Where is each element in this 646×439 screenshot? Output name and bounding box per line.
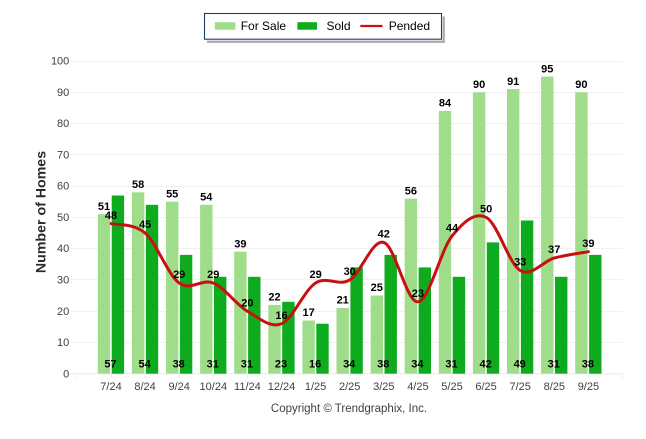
svg-text:6/25: 6/25 [475,381,496,393]
svg-text:7/24: 7/24 [100,381,121,393]
svg-text:Sold: Sold [327,19,351,33]
svg-text:90: 90 [473,79,485,91]
svg-text:4/25: 4/25 [407,381,428,393]
svg-text:29: 29 [173,269,185,281]
svg-text:30: 30 [57,275,69,287]
svg-text:0: 0 [63,368,69,380]
svg-text:38: 38 [377,359,389,371]
svg-text:55: 55 [166,188,178,200]
svg-text:49: 49 [514,359,526,371]
svg-text:Number of Homes: Number of Homes [34,151,50,273]
svg-text:90: 90 [57,87,69,99]
svg-text:2/25: 2/25 [339,381,360,393]
svg-text:34: 34 [343,359,356,371]
svg-text:12/24: 12/24 [268,381,296,393]
svg-text:20: 20 [57,306,69,318]
svg-text:38: 38 [173,359,185,371]
svg-text:40: 40 [57,243,69,255]
svg-text:16: 16 [275,310,287,322]
svg-text:39: 39 [582,238,594,250]
svg-text:20: 20 [241,297,253,309]
svg-text:23: 23 [275,359,287,371]
svg-text:54: 54 [138,359,151,371]
svg-text:31: 31 [548,359,560,371]
svg-text:58: 58 [132,179,144,191]
svg-text:50: 50 [57,212,69,224]
svg-text:23: 23 [412,288,424,300]
svg-text:42: 42 [479,359,491,371]
svg-text:22: 22 [268,292,280,304]
svg-text:37: 37 [548,244,560,256]
svg-text:31: 31 [445,359,457,371]
svg-text:8/25: 8/25 [544,381,565,393]
svg-text:60: 60 [57,181,69,193]
svg-text:39: 39 [234,238,246,250]
svg-text:9/24: 9/24 [168,381,189,393]
svg-text:38: 38 [582,359,594,371]
svg-text:3/25: 3/25 [373,381,394,393]
svg-text:For Sale: For Sale [241,19,287,33]
svg-text:16: 16 [309,359,321,371]
svg-text:30: 30 [344,266,356,278]
svg-text:1/25: 1/25 [305,381,326,393]
svg-text:100: 100 [51,56,69,68]
svg-text:Pended: Pended [389,19,430,33]
svg-text:10/24: 10/24 [200,381,228,393]
svg-text:84: 84 [439,98,452,110]
svg-text:29: 29 [207,269,219,281]
svg-text:70: 70 [57,149,69,161]
svg-text:48: 48 [105,210,117,222]
svg-text:5/25: 5/25 [441,381,462,393]
svg-text:34: 34 [411,359,424,371]
svg-text:Copyright © Trendgraphix, Inc.: Copyright © Trendgraphix, Inc. [271,403,427,415]
svg-text:31: 31 [207,359,219,371]
svg-text:21: 21 [337,295,349,307]
svg-text:17: 17 [302,307,314,319]
svg-text:54: 54 [200,192,213,204]
svg-text:45: 45 [139,219,151,231]
svg-text:57: 57 [104,359,116,371]
svg-text:50: 50 [480,204,492,216]
svg-text:56: 56 [405,185,417,197]
svg-text:31: 31 [241,359,253,371]
svg-text:11/24: 11/24 [234,381,261,393]
svg-text:7/25: 7/25 [509,381,530,393]
svg-text:95: 95 [541,63,553,75]
svg-text:91: 91 [507,76,519,88]
svg-text:42: 42 [378,229,390,241]
svg-text:10: 10 [57,337,69,349]
svg-text:80: 80 [57,118,69,130]
svg-text:29: 29 [309,269,321,281]
svg-text:51: 51 [98,201,110,213]
svg-text:25: 25 [371,282,383,294]
svg-text:90: 90 [575,79,587,91]
svg-text:8/24: 8/24 [134,381,155,393]
svg-text:9/25: 9/25 [578,381,599,393]
svg-text:33: 33 [514,257,526,269]
svg-text:44: 44 [446,222,459,234]
